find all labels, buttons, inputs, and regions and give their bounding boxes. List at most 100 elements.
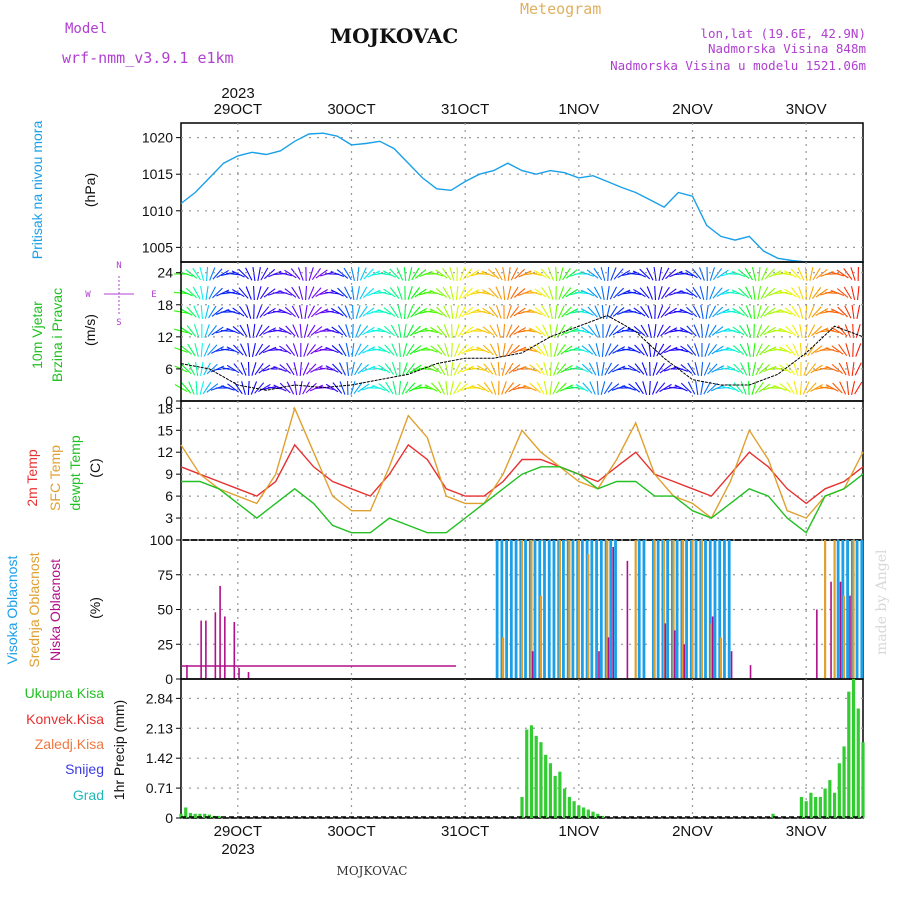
- wind-barb: [411, 267, 420, 281]
- y-tick-label: 2.13: [146, 720, 173, 736]
- wind-barb: [616, 348, 631, 352]
- y-tick-label: 1020: [142, 130, 173, 146]
- wind-barb: [199, 267, 205, 281]
- wind-barb: [652, 362, 658, 376]
- wind-barb: [279, 345, 292, 355]
- wind-barb: [674, 310, 689, 314]
- wind-barb: [555, 382, 567, 394]
- wind-barb: [436, 325, 447, 337]
- wind-barb: [470, 291, 485, 295]
- precip-bar: [581, 807, 586, 818]
- wind-barb: [549, 323, 553, 339]
- wind-unit: (m/s): [82, 314, 98, 346]
- wind-barb: [854, 362, 862, 376]
- wind-barb: [506, 305, 512, 319]
- mid-cloud-bar: [662, 540, 666, 679]
- wind-barb: [247, 380, 250, 396]
- wind-barb: [758, 383, 771, 393]
- high-cloud-bar: [533, 540, 537, 679]
- wind-barb: [180, 363, 192, 375]
- wind-barb: [489, 324, 498, 338]
- high-cloud-bar: [495, 540, 499, 679]
- precip-bar: [832, 792, 837, 818]
- high-cloud-bar: [604, 540, 608, 679]
- wind-barb: [756, 305, 762, 319]
- wind-barb: [359, 267, 367, 281]
- wind-barb: [461, 306, 474, 318]
- wind-barb: [760, 286, 769, 300]
- wind-barb: [179, 308, 193, 316]
- y-tick-label: 0: [165, 532, 173, 548]
- date-tick-top: 31OCT: [441, 101, 489, 118]
- wind-barb: [721, 385, 735, 391]
- wind-barb: [657, 286, 663, 300]
- wind-barb: [790, 268, 801, 280]
- precip-bar: [596, 813, 600, 818]
- wind-barb: [806, 363, 817, 375]
- wind-barb: [443, 305, 451, 319]
- wind-barb: [331, 307, 344, 317]
- cloud-label-high: Visoka Oblacnost: [4, 556, 20, 665]
- wind-barb: [528, 308, 542, 316]
- mid-cloud-bar: [719, 637, 723, 679]
- wind-barb: [523, 347, 537, 353]
- wind-barb: [510, 267, 519, 281]
- y-tick-label: 1010: [142, 203, 173, 219]
- wind-barb: [588, 343, 597, 357]
- wind-barb: [258, 383, 271, 393]
- wind-barb: [557, 324, 566, 338]
- wind-barb: [390, 324, 399, 338]
- wind-barb: [601, 286, 605, 300]
- wind-barb: [456, 383, 469, 393]
- wind-barb: [799, 342, 803, 358]
- wind-barb: [418, 386, 433, 390]
- wind-barb: [815, 327, 829, 335]
- compass-e: E: [151, 290, 156, 300]
- wind-barb: [325, 383, 339, 393]
- wind-barb: [564, 366, 579, 372]
- wind-barb: [704, 343, 710, 357]
- mid-cloud-bar: [530, 540, 533, 679]
- wind-barb: [377, 272, 392, 276]
- wind-barb: [454, 324, 460, 338]
- wind-barb: [414, 327, 428, 335]
- date-tick-top: 29OCT: [214, 101, 262, 118]
- wind-barb: [557, 305, 565, 319]
- precip-bar: [529, 725, 534, 818]
- wind-barb: [278, 327, 292, 335]
- wind-barb: [825, 365, 839, 373]
- wind-barb: [798, 305, 804, 319]
- wind-barb: [704, 324, 710, 338]
- wind-barb: [856, 285, 860, 301]
- wind-barb: [507, 266, 511, 282]
- wind-barb: [239, 343, 248, 357]
- dewpt-line: [181, 466, 864, 534]
- temperature-lines: [180, 406, 864, 534]
- wind-barb: [212, 268, 223, 280]
- high-cloud-bar: [694, 540, 698, 679]
- wind-barb: [755, 362, 764, 376]
- wind-barb: [377, 346, 391, 354]
- wind-barb: [339, 381, 346, 395]
- cloud-label-mid: Srednja Oblacnost: [26, 552, 42, 667]
- wind-barb: [706, 382, 718, 394]
- wind-barb: [299, 305, 303, 319]
- wind-barb: [700, 305, 704, 319]
- wind-barb: [311, 287, 322, 299]
- y-tick-label: 25: [157, 636, 173, 652]
- precip-grid: [181, 679, 863, 819]
- y-tick-label: 6: [165, 488, 173, 504]
- wind-barb: [759, 325, 770, 337]
- wind-barb: [476, 291, 491, 295]
- wind-barb: [305, 382, 317, 394]
- precip-bar: [771, 813, 775, 818]
- high-cloud-bar: [727, 540, 731, 679]
- wind-barb: [654, 285, 657, 301]
- wind-barb: [845, 362, 850, 376]
- wind-barb: [694, 362, 699, 376]
- wind-barb: [809, 267, 814, 281]
- high-cloud-bar: [500, 540, 504, 679]
- wind-barb: [207, 344, 218, 356]
- wind-barb: [791, 305, 801, 319]
